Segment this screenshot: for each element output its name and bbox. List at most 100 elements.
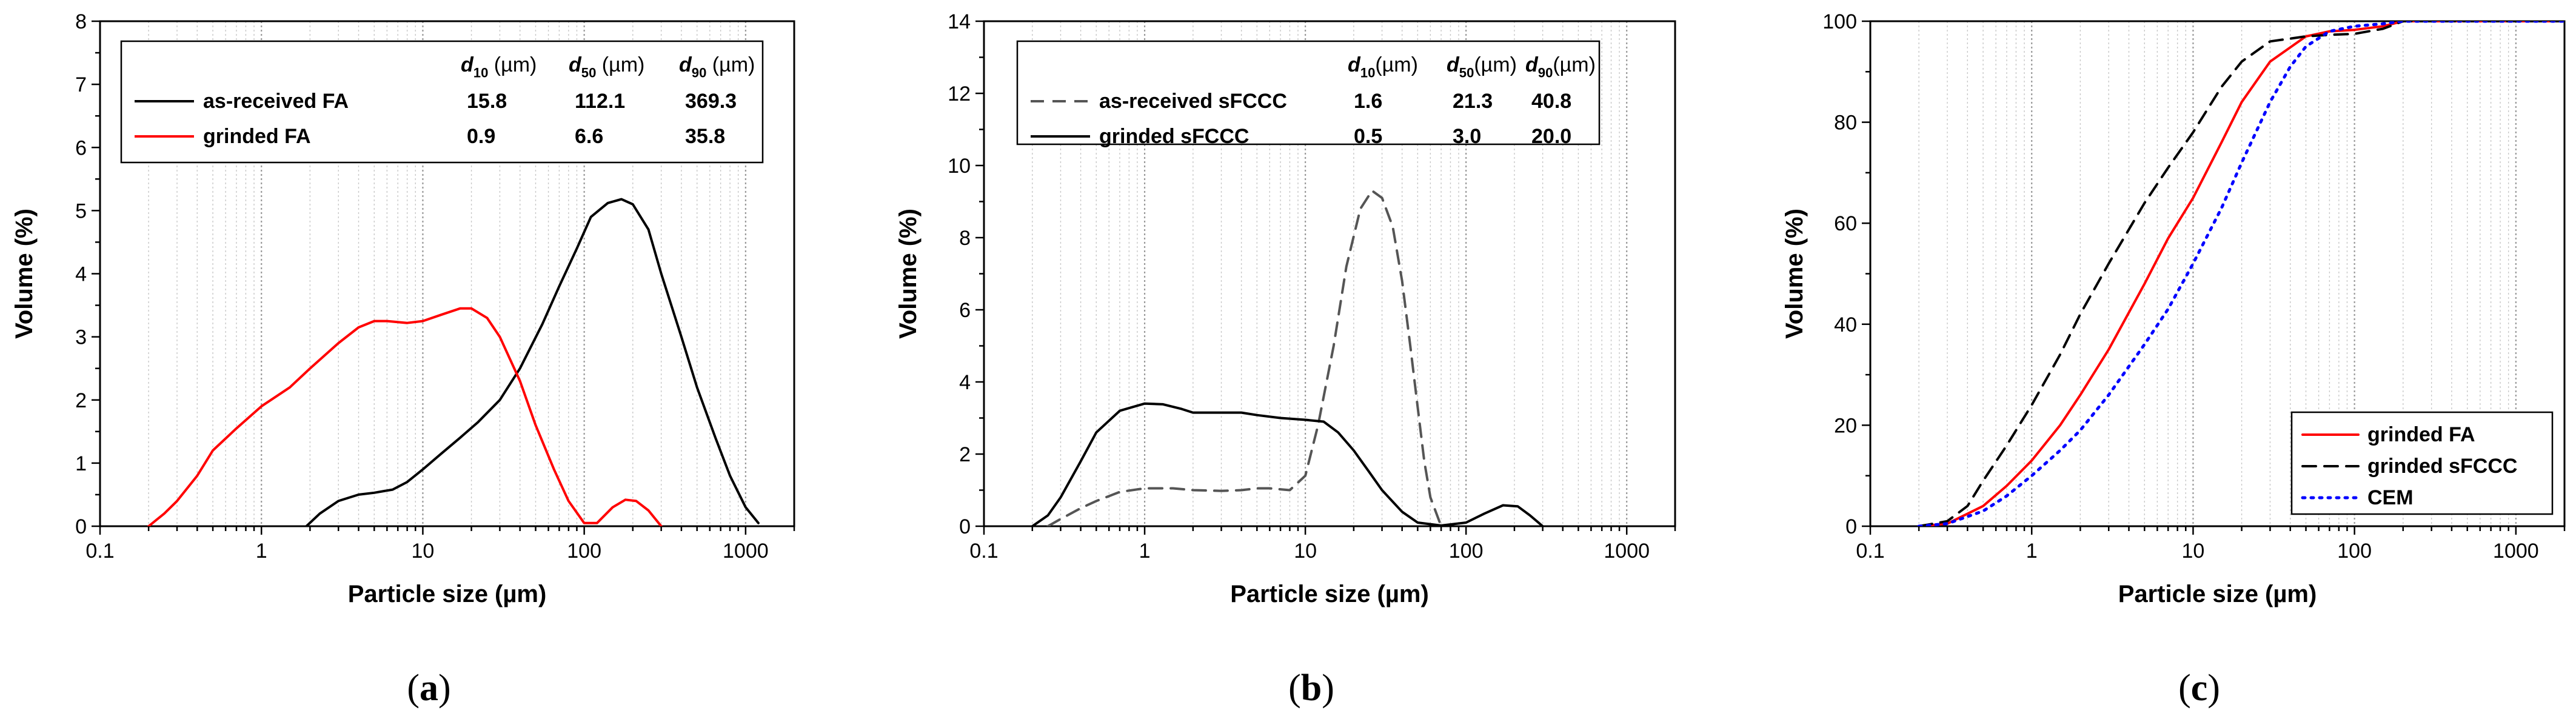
x-tick-label: 0.1 bbox=[85, 540, 114, 563]
y-axis-label: Volume (%) bbox=[1781, 209, 1808, 339]
series-line-cem bbox=[1917, 21, 2564, 526]
legend: grinded FA grinded sFCCC CEM bbox=[2290, 411, 2554, 515]
legend: d10(µm) d50(µm) d90(µm) as-received sFCCC 1.… bbox=[1016, 40, 1601, 148]
x-tick-label: 1000 bbox=[2493, 540, 2539, 563]
legend-value: 0.9 bbox=[467, 125, 495, 148]
x-axis-label: Particle size (µm) bbox=[348, 581, 547, 607]
series-lines bbox=[1031, 189, 1544, 526]
x-axis-label: Particle size (µm) bbox=[1230, 581, 1429, 607]
y-tick-label: 12 bbox=[948, 82, 971, 105]
x-tick-label: 100 bbox=[567, 540, 601, 563]
series-line-as-received-sfccc bbox=[1046, 189, 1443, 526]
y-tick-label: 100 bbox=[1822, 10, 1857, 33]
series-line-grinded-sfccc bbox=[1918, 21, 2564, 526]
y-tick-label: 10 bbox=[948, 155, 971, 178]
y-axis-label: Volume (%) bbox=[11, 209, 38, 339]
legend-entry: as-received sFCCC bbox=[1099, 90, 1287, 113]
gridlines bbox=[148, 21, 746, 526]
panel-a: 0.1 1 10 100 1000 0 1 2 3 4 5 6 7 8 Particle size (µm)… bbox=[11, 10, 795, 709]
legend-header: d90(µm) bbox=[1525, 53, 1596, 81]
x-tick-label: 10 bbox=[412, 540, 435, 563]
x-tick-label: 1000 bbox=[1604, 540, 1650, 563]
y-axis: 0 2 4 6 8 10 12 14 bbox=[948, 10, 984, 538]
legend-value: 1.6 bbox=[1354, 90, 1382, 113]
y-tick-label: 8 bbox=[959, 227, 971, 250]
y-axis: 0 20 40 60 80 100 bbox=[1822, 10, 1870, 538]
legend-header: d10(µm) bbox=[1348, 53, 1418, 81]
panel-label: (c) bbox=[2178, 667, 2220, 709]
x-tick-label: 0.1 bbox=[1856, 540, 1884, 563]
legend-header: d90 (µm) bbox=[679, 53, 755, 81]
legend-value: 112.1 bbox=[575, 90, 625, 113]
y-tick-label: 2 bbox=[959, 443, 971, 466]
panel-c: 0.1 1 10 100 1000 0 20 40 60 80 100 Particle size (… bbox=[1781, 10, 2566, 709]
legend-value: 6.6 bbox=[575, 125, 603, 148]
legend-entry: grinded FA bbox=[2367, 423, 2475, 446]
x-axis: 0.1 1 10 100 1000 bbox=[85, 526, 795, 563]
legend-header: d50(µm) bbox=[1447, 53, 1517, 81]
x-axis-label: Particle size (µm) bbox=[2118, 581, 2317, 607]
y-tick-label: 5 bbox=[75, 199, 87, 222]
x-tick-label: 1 bbox=[256, 540, 267, 563]
y-axis: 0 1 2 3 4 5 6 7 8 bbox=[75, 10, 100, 538]
y-axis-label: Volume (%) bbox=[895, 209, 922, 339]
y-tick-label: 60 bbox=[1834, 212, 1857, 235]
x-tick-label: 0.1 bbox=[969, 540, 998, 563]
x-tick-label: 1 bbox=[2026, 540, 2038, 563]
y-tick-label: 4 bbox=[959, 371, 971, 394]
legend: d10 (µm) d50 (µm) d90 (µm) as-received FA 15… bbox=[120, 40, 764, 164]
y-tick-label: 4 bbox=[75, 263, 87, 286]
series-line-grinded-fa bbox=[147, 307, 663, 526]
y-tick-label: 0 bbox=[1845, 515, 1857, 538]
x-tick-label: 100 bbox=[1449, 540, 1484, 563]
legend-value: 0.5 bbox=[1354, 125, 1382, 148]
y-tick-label: 7 bbox=[75, 73, 87, 96]
panel-b: 0.1 1 10 100 1000 0 2 4 6 8 10 12 14 Particle size (µ… bbox=[895, 10, 1676, 709]
legend-header: d50 (µm) bbox=[569, 53, 644, 81]
legend-box bbox=[2290, 411, 2554, 515]
series-line-grinded-fa bbox=[1918, 21, 2564, 526]
legend-value: 20.0 bbox=[1531, 125, 1571, 148]
panel-label: (b) bbox=[1288, 667, 1334, 709]
y-tick-label: 3 bbox=[75, 326, 87, 349]
gridlines bbox=[1032, 21, 1628, 526]
legend-entry: grinded FA bbox=[203, 125, 311, 148]
legend-value: 369.3 bbox=[685, 90, 737, 113]
y-tick-label: 20 bbox=[1834, 414, 1857, 437]
legend-box bbox=[1016, 40, 1601, 145]
legend-value: 3.0 bbox=[1453, 125, 1481, 148]
x-tick-label: 100 bbox=[2337, 540, 2372, 563]
series-line-as-received-fa bbox=[305, 198, 760, 526]
y-tick-label: 0 bbox=[75, 515, 87, 538]
x-axis: 0.1 1 10 100 1000 bbox=[969, 526, 1676, 563]
legend-value: 40.8 bbox=[1531, 90, 1571, 113]
legend-entry: as-received FA bbox=[203, 90, 349, 113]
y-tick-label: 2 bbox=[75, 389, 87, 412]
legend-header: d10 (µm) bbox=[461, 53, 537, 81]
x-tick-label: 10 bbox=[2182, 540, 2205, 563]
y-tick-label: 40 bbox=[1834, 313, 1857, 336]
y-tick-label: 1 bbox=[75, 452, 87, 475]
legend-value: 15.8 bbox=[467, 90, 507, 113]
x-axis: 0.1 1 10 100 1000 bbox=[1856, 526, 2566, 563]
legend-entry: grinded sFCCC bbox=[1099, 125, 1249, 148]
y-tick-label: 6 bbox=[75, 136, 87, 159]
legend-value: 21.3 bbox=[1453, 90, 1493, 113]
y-tick-label: 0 bbox=[959, 515, 971, 538]
y-tick-label: 80 bbox=[1834, 112, 1857, 135]
y-tick-label: 6 bbox=[959, 299, 971, 322]
x-tick-label: 1 bbox=[1139, 540, 1151, 563]
x-tick-label: 1000 bbox=[723, 540, 769, 563]
series-lines bbox=[1917, 21, 2564, 526]
y-tick-label: 14 bbox=[948, 10, 971, 33]
legend-box bbox=[120, 40, 764, 164]
series-line-grinded-sfccc bbox=[1031, 402, 1544, 526]
legend-entry: grinded sFCCC bbox=[2367, 455, 2517, 478]
panel-label: (a) bbox=[407, 667, 450, 709]
x-tick-label: 10 bbox=[1294, 540, 1317, 563]
legend-entry: CEM bbox=[2367, 486, 2414, 509]
legend-value: 35.8 bbox=[685, 125, 725, 148]
y-tick-label: 8 bbox=[75, 10, 87, 33]
series-lines bbox=[147, 198, 760, 526]
